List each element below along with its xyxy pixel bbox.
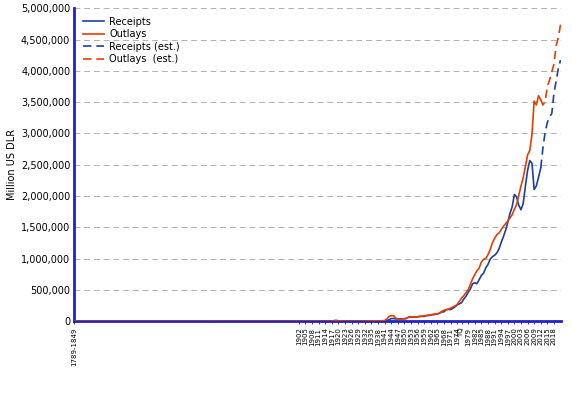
Y-axis label: Million US DLR: Million US DLR <box>7 129 17 200</box>
Legend: Receipts, Outlays, Receipts (est.), Outlays  (est.): Receipts, Outlays, Receipts (est.), Outl… <box>79 13 184 68</box>
